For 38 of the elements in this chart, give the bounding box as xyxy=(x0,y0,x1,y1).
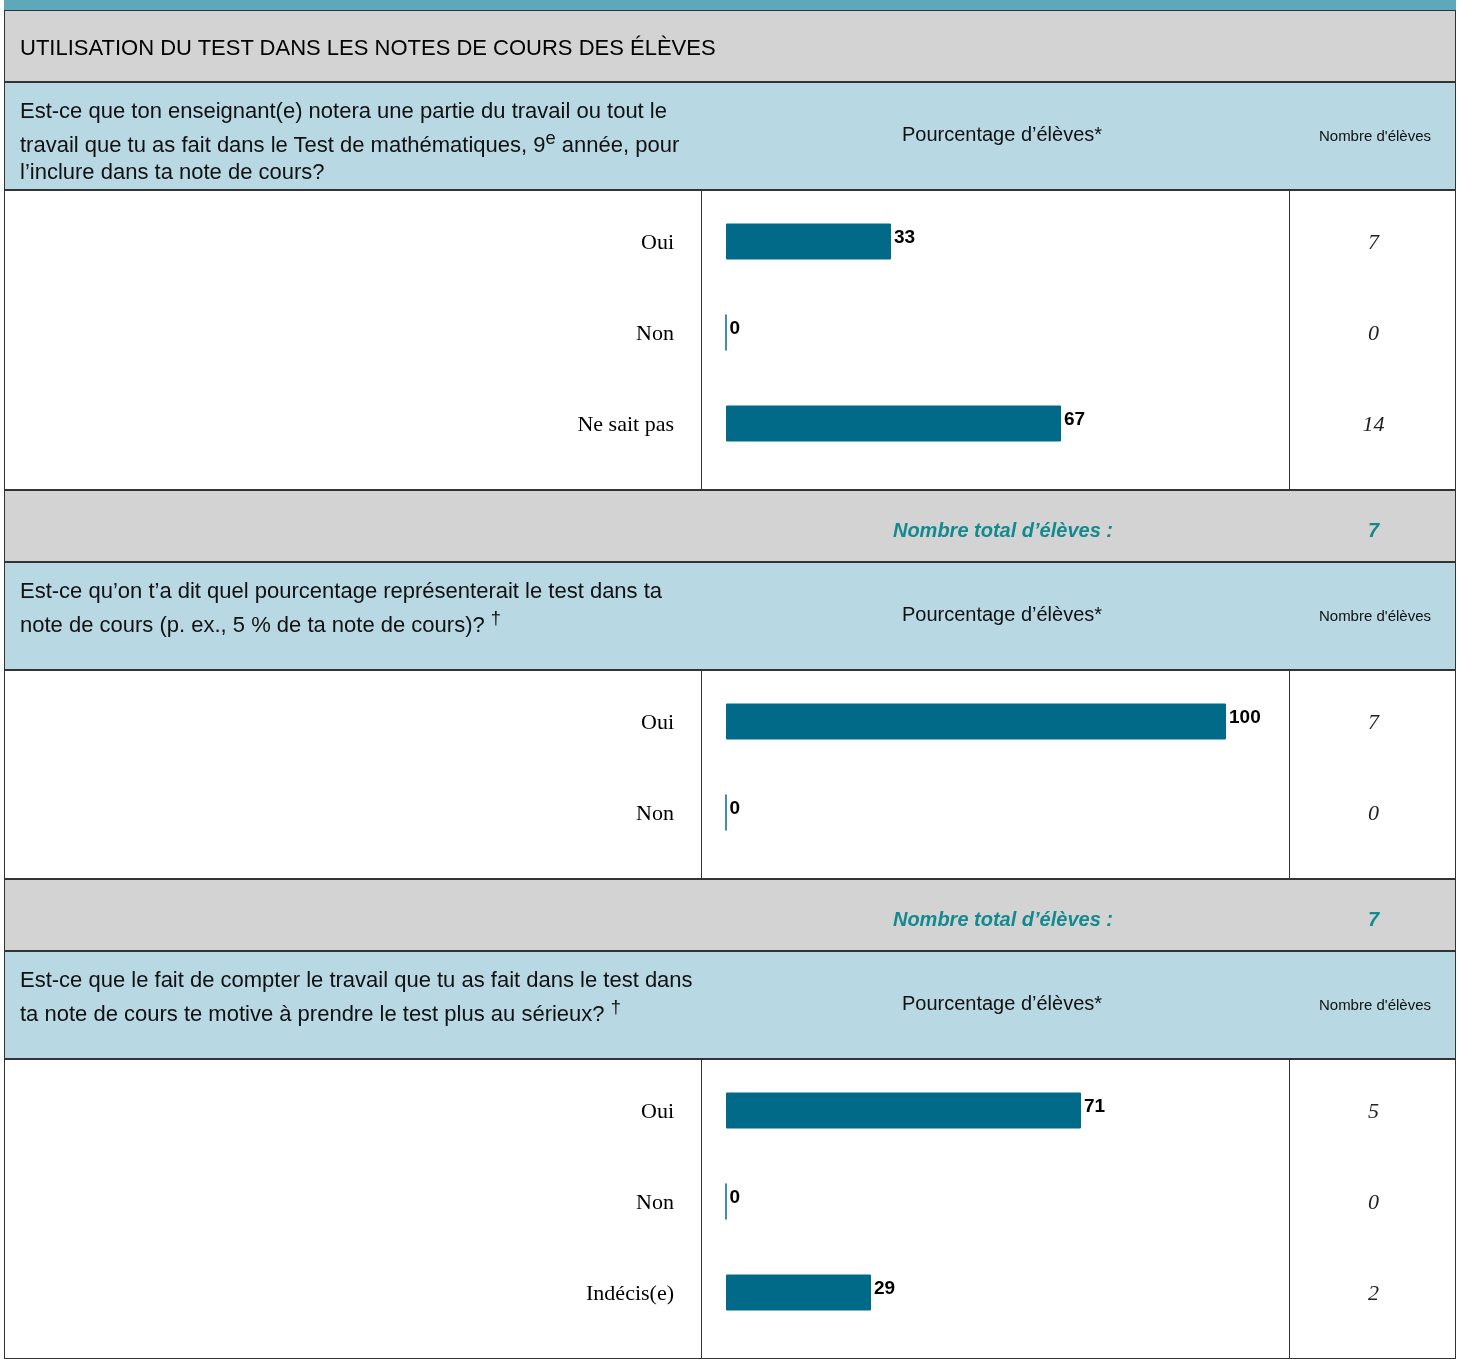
text: 2 xyxy=(1367,1279,1380,1306)
y-tick-label: Oui xyxy=(641,229,674,254)
y-tick-label: Oui xyxy=(641,1098,674,1123)
text: 14 xyxy=(1361,410,1386,437)
text: 5 xyxy=(1367,1097,1380,1124)
text: Est-ce que ton enseignant(e) notera une partie du travail ou tout le travail que tu as fait dans le Test de mathématiques, 9$^{e}$ année, pour l’inclure dans ta note de cours? xyxy=(20,98,680,185)
text: 7 xyxy=(1366,519,1381,542)
y-tick-label: Ne sait pas xyxy=(577,411,674,436)
x-axis-title: Pourcentage d’élèves* xyxy=(900,992,1104,1015)
y-tick-label: Indécis(e) xyxy=(586,1280,674,1305)
text: Nombre d'élèves xyxy=(1317,996,1433,1013)
text: Nombre d'élèves xyxy=(1317,127,1433,144)
data-label: 71 xyxy=(1084,1095,1106,1116)
y-tick-label: Non xyxy=(636,800,674,825)
text: Est-ce qu’on t’a dit quel pourcentage représenterait le test dans ta note de cours (p. ex., 5 % de ta note de cours)? $^{†}$ xyxy=(20,577,664,639)
text: 0 xyxy=(1367,799,1380,826)
data-label: 29 xyxy=(874,1277,896,1298)
text: 7 xyxy=(1367,228,1381,255)
y-tick-label: Non xyxy=(636,1189,674,1214)
text: 7 xyxy=(1366,908,1381,931)
text: Nombre total d’élèves : xyxy=(892,908,1113,931)
text: 7 xyxy=(1367,708,1381,735)
x-axis-title: Pourcentage d’élèves* xyxy=(900,603,1104,626)
data-label: 100 xyxy=(1229,706,1261,727)
data-label: 0 xyxy=(729,797,741,818)
data-label: 33 xyxy=(894,226,916,247)
text: Est-ce que le fait de compter le travail que tu as fait dans le test dans ta note de cours te motive à prendre le test plus au sérieux? $^{†}$ xyxy=(20,966,694,1028)
text: Nombre d'élèves xyxy=(1317,607,1433,624)
data-label: 67 xyxy=(1064,408,1086,429)
data-label: 0 xyxy=(729,1186,741,1207)
data-label: 0 xyxy=(729,317,741,338)
text: Nombre total d’élèves : xyxy=(892,519,1113,542)
x-axis-title: Pourcentage d’élèves* xyxy=(900,123,1104,146)
text: UTILISATION DU TEST DANS LES NOTES DE COURS DES ÉLÈVES xyxy=(20,35,716,61)
text: 0 xyxy=(1367,319,1380,346)
y-tick-label: Non xyxy=(636,320,674,345)
text: 0 xyxy=(1367,1188,1380,1215)
y-tick-label: Oui xyxy=(641,709,674,734)
